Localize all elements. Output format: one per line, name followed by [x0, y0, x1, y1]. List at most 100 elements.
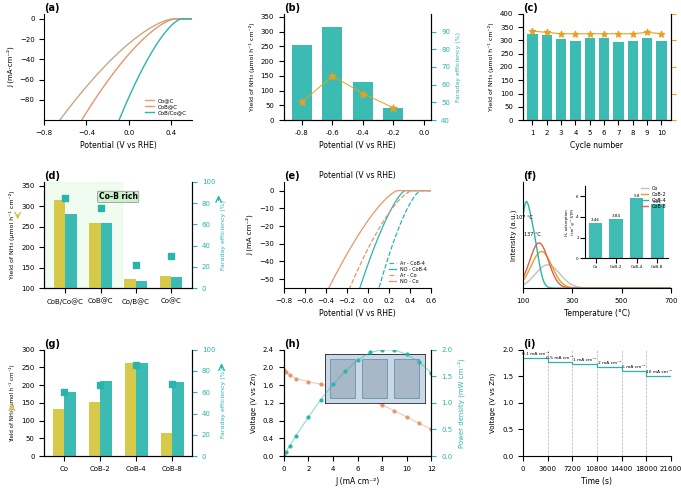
- Bar: [136, 281, 147, 329]
- Text: 137 °C: 137 °C: [524, 232, 541, 237]
- Line: Ar - Co: Ar - Co: [284, 191, 431, 477]
- Co@C: [188, 16, 196, 22]
- Co@C: [89, 77, 97, 83]
- CoB@C: [133, 42, 141, 48]
- Bar: [172, 382, 184, 456]
- NO - CoB-4: [328, 379, 336, 385]
- Point: [327, 72, 338, 80]
- CoB-4: [640, 285, 648, 291]
- CoB@C: [58, 151, 66, 157]
- Point: [584, 30, 595, 37]
- CoB-8: [590, 285, 598, 291]
- CoB-2: [537, 248, 545, 254]
- Text: (b): (b): [284, 3, 300, 13]
- Point: [165, 252, 176, 260]
- Co: [599, 285, 607, 291]
- Co: [667, 285, 675, 291]
- CoB-2: [667, 285, 675, 291]
- CoB/Co@C: [133, 76, 141, 82]
- CoB-4: [519, 214, 527, 220]
- Point: [130, 261, 141, 269]
- Text: (f): (f): [523, 171, 536, 181]
- CoB-4: [522, 199, 530, 205]
- Ar - Co: [373, 230, 381, 236]
- Bar: [159, 276, 171, 329]
- Bar: [125, 279, 136, 329]
- Ar - CoB-4: [427, 188, 435, 194]
- Point: [358, 90, 368, 98]
- CoB@C: [172, 16, 180, 22]
- Text: 10 mA cm⁻²: 10 mA cm⁻²: [646, 370, 671, 374]
- Bar: [64, 392, 76, 456]
- Y-axis label: Voltage (V vs Zn): Voltage (V vs Zn): [490, 373, 496, 433]
- Legend: Co, CoB-2, CoB-4, CoB-8: Co, CoB-2, CoB-4, CoB-8: [639, 184, 668, 211]
- Bar: [353, 82, 373, 120]
- Point: [95, 381, 106, 389]
- Point: [613, 30, 624, 37]
- CoB/Co@C: [188, 16, 196, 22]
- Text: (i): (i): [523, 339, 535, 349]
- Ar - CoB-4: [386, 248, 394, 254]
- Ar - Co: [338, 303, 346, 309]
- Bar: [89, 402, 100, 456]
- Line: Co@C: Co@C: [44, 19, 192, 141]
- Bar: [527, 34, 537, 120]
- Point: [95, 205, 106, 212]
- Point: [131, 361, 142, 369]
- Bar: [584, 38, 595, 120]
- Bar: [44, 182, 122, 288]
- NO - Co: [338, 260, 346, 266]
- X-axis label: Temperature (°C): Temperature (°C): [564, 309, 630, 318]
- Bar: [100, 381, 112, 456]
- Text: (d): (d): [44, 171, 60, 181]
- CoB-8: [663, 285, 671, 291]
- Bar: [89, 223, 101, 329]
- CoB-8: [640, 285, 648, 291]
- Text: (c): (c): [523, 3, 538, 13]
- CoB/Co@C: [148, 49, 156, 55]
- Bar: [292, 45, 312, 120]
- Bar: [642, 38, 652, 120]
- Co@C: [99, 66, 107, 71]
- Y-axis label: Power density (mW cm⁻²): Power density (mW cm⁻²): [458, 358, 465, 448]
- Co@C: [148, 24, 156, 30]
- Y-axis label: Yield of NH₃ (μmol h⁻¹ cm⁻²): Yield of NH₃ (μmol h⁻¹ cm⁻²): [488, 23, 494, 111]
- Bar: [54, 200, 65, 329]
- Bar: [614, 42, 624, 120]
- NO - Co: [394, 188, 402, 194]
- Bar: [541, 35, 552, 120]
- X-axis label: Potential (V vs RHE): Potential (V vs RHE): [319, 309, 396, 318]
- Point: [556, 30, 567, 37]
- Y-axis label: Yield of NH₃ (μmol h⁻¹ cm⁻²): Yield of NH₃ (μmol h⁻¹ cm⁻²): [10, 191, 16, 279]
- Point: [527, 27, 538, 35]
- X-axis label: J (mA cm⁻²): J (mA cm⁻²): [336, 477, 379, 486]
- Point: [388, 104, 399, 111]
- Line: CoB-2: CoB-2: [523, 251, 671, 288]
- Text: 5 mA cm⁻²: 5 mA cm⁻²: [622, 365, 646, 369]
- Ar - Co: [409, 188, 417, 194]
- Ar - CoB-4: [387, 246, 395, 252]
- Point: [167, 380, 178, 387]
- Co: [543, 262, 552, 268]
- CoB@C: [99, 85, 107, 91]
- Line: CoB-8: CoB-8: [523, 243, 671, 288]
- X-axis label: Cycle number: Cycle number: [571, 141, 623, 150]
- Line: NO - CoB-4: NO - CoB-4: [284, 191, 431, 493]
- Text: NO reaction current: NO reaction current: [0, 492, 1, 493]
- NO - Co: [387, 191, 395, 197]
- Point: [656, 30, 667, 37]
- Co: [590, 285, 599, 291]
- CoB-2: [599, 285, 607, 291]
- Ar - CoB-4: [338, 439, 346, 445]
- CoB-4: [607, 285, 616, 291]
- Ar - Co: [427, 188, 435, 194]
- Ar - CoB-4: [417, 188, 425, 194]
- CoB@C: [188, 16, 196, 22]
- NO - Co: [373, 206, 381, 212]
- Point: [627, 30, 638, 37]
- Line: Co: Co: [523, 265, 671, 288]
- NO - Co: [328, 279, 336, 285]
- Ar - Co: [387, 207, 395, 213]
- Bar: [599, 38, 609, 120]
- CoB-4: [590, 285, 599, 291]
